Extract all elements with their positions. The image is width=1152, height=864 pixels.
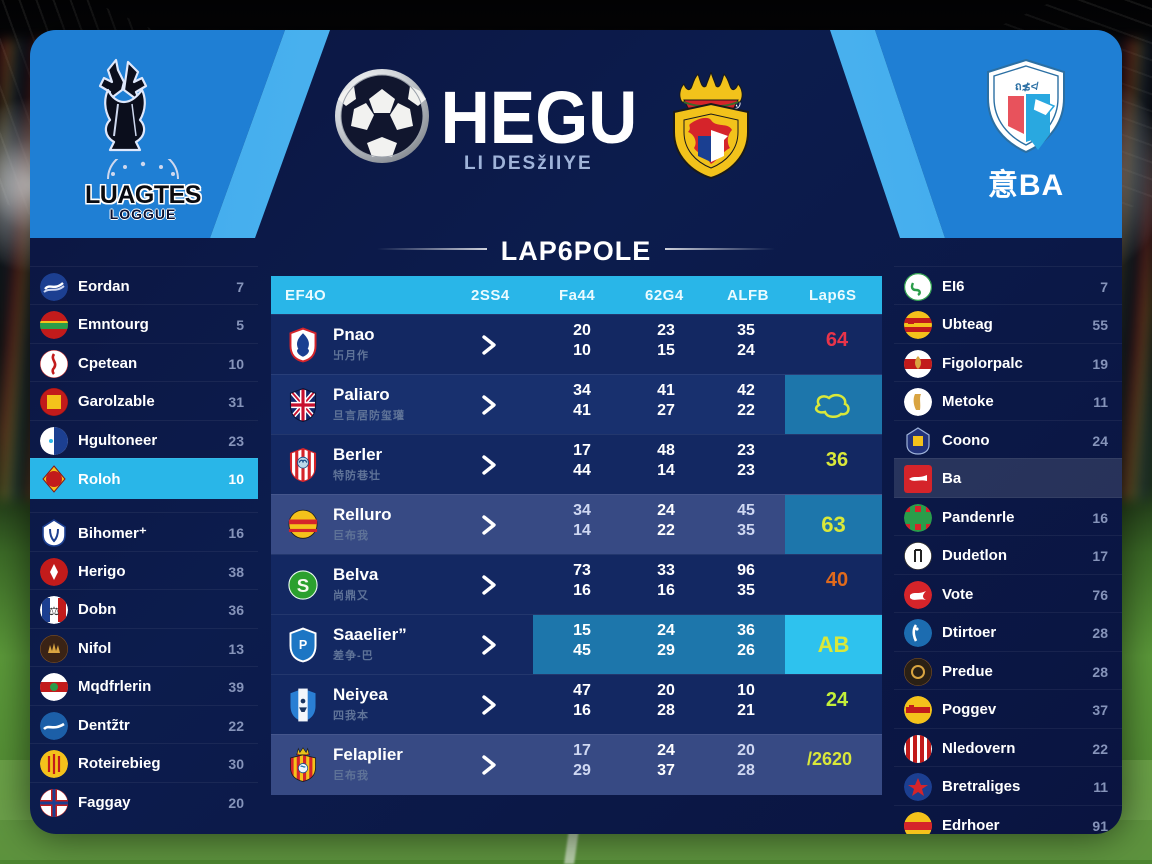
svg-text:LI DESžIIYE: LI DESžIIYE [464,153,593,174]
svg-text:⚖: ⚖ [49,604,60,618]
svg-text:P: P [299,638,307,652]
svg-text:HEGU: HEGU [441,77,638,159]
svg-text:ถ≴≮: ถ≴≮ [1015,81,1039,93]
svg-text:S: S [297,575,310,596]
